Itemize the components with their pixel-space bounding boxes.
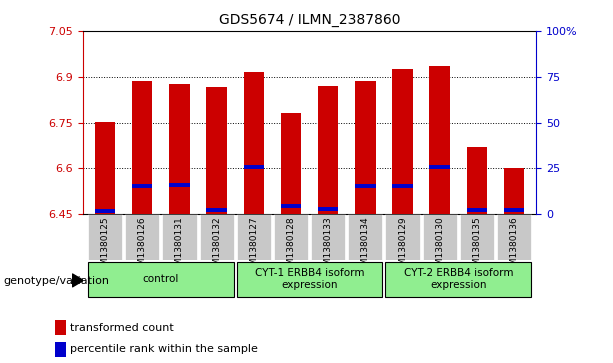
- Bar: [243, 165, 264, 169]
- Bar: [504, 168, 524, 214]
- Text: GSM1380134: GSM1380134: [361, 216, 370, 277]
- FancyBboxPatch shape: [237, 214, 271, 260]
- Text: percentile rank within the sample: percentile rank within the sample: [70, 344, 258, 354]
- FancyBboxPatch shape: [199, 214, 234, 260]
- Text: transformed count: transformed count: [70, 323, 174, 333]
- Bar: [466, 208, 487, 212]
- Bar: [169, 183, 189, 187]
- FancyBboxPatch shape: [497, 214, 531, 260]
- Text: GSM1380130: GSM1380130: [435, 216, 444, 277]
- Bar: [237, 261, 383, 298]
- Bar: [504, 208, 524, 212]
- Bar: [169, 84, 189, 214]
- FancyBboxPatch shape: [386, 214, 420, 260]
- Text: GSM1380128: GSM1380128: [286, 216, 295, 277]
- Bar: [55, 320, 66, 335]
- Text: GSM1380125: GSM1380125: [101, 216, 110, 277]
- Text: GSM1380135: GSM1380135: [473, 216, 481, 277]
- Text: GSM1380127: GSM1380127: [249, 216, 258, 277]
- Bar: [355, 184, 376, 188]
- FancyBboxPatch shape: [311, 214, 345, 260]
- Bar: [386, 261, 531, 298]
- FancyBboxPatch shape: [460, 214, 494, 260]
- Title: GDS5674 / ILMN_2387860: GDS5674 / ILMN_2387860: [219, 13, 400, 27]
- Text: GSM1380133: GSM1380133: [324, 216, 333, 277]
- Bar: [392, 184, 413, 188]
- FancyBboxPatch shape: [162, 214, 197, 260]
- Bar: [318, 207, 338, 211]
- Bar: [466, 147, 487, 214]
- Text: GSM1380131: GSM1380131: [175, 216, 184, 277]
- Text: CYT-1 ERBB4 isoform
expression: CYT-1 ERBB4 isoform expression: [255, 268, 364, 290]
- Polygon shape: [72, 274, 83, 287]
- Bar: [132, 184, 153, 188]
- Text: CYT-2 ERBB4 isoform
expression: CYT-2 ERBB4 isoform expression: [403, 268, 513, 290]
- Bar: [132, 81, 153, 214]
- FancyBboxPatch shape: [274, 214, 308, 260]
- Text: control: control: [143, 274, 179, 284]
- Bar: [430, 66, 450, 214]
- Text: GSM1380136: GSM1380136: [509, 216, 519, 277]
- Bar: [392, 69, 413, 214]
- Bar: [88, 261, 234, 298]
- Bar: [95, 209, 115, 213]
- FancyBboxPatch shape: [88, 214, 122, 260]
- Bar: [55, 342, 66, 357]
- Text: GSM1380132: GSM1380132: [212, 216, 221, 277]
- Bar: [281, 204, 301, 208]
- Bar: [207, 87, 227, 214]
- Bar: [95, 122, 115, 214]
- Bar: [430, 165, 450, 169]
- Bar: [355, 81, 376, 214]
- Bar: [318, 86, 338, 214]
- Text: GSM1380126: GSM1380126: [138, 216, 147, 277]
- Text: GSM1380129: GSM1380129: [398, 216, 407, 277]
- Bar: [243, 72, 264, 214]
- Bar: [281, 113, 301, 214]
- FancyBboxPatch shape: [422, 214, 457, 260]
- FancyBboxPatch shape: [125, 214, 159, 260]
- Text: genotype/variation: genotype/variation: [3, 276, 109, 286]
- FancyBboxPatch shape: [348, 214, 383, 260]
- Bar: [207, 208, 227, 212]
